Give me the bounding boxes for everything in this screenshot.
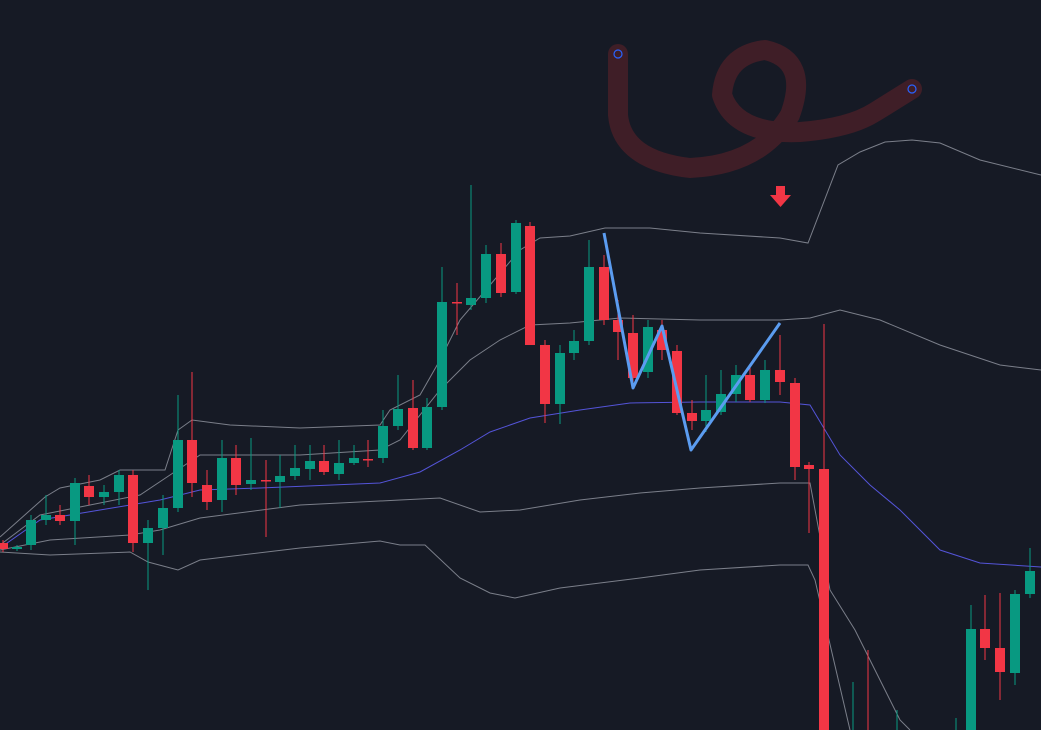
candle-body <box>70 483 80 521</box>
candle-body <box>1025 571 1035 594</box>
candle-body <box>363 459 373 461</box>
candle-body <box>760 370 770 400</box>
candle-body <box>643 327 653 372</box>
down-arrow-marker[interactable] <box>770 186 791 207</box>
band-line <box>0 139 1041 538</box>
band-line <box>0 540 851 730</box>
candle-body <box>555 353 565 404</box>
candle-body <box>701 410 711 421</box>
candle-body <box>599 267 609 320</box>
candle-body <box>187 440 197 483</box>
band-line <box>0 309 1041 546</box>
candle-body <box>143 528 153 543</box>
candle-body <box>305 461 315 469</box>
candle-body <box>657 330 667 350</box>
candle-body <box>114 475 124 492</box>
candle-body <box>349 458 359 463</box>
candle-body <box>584 267 594 341</box>
band-line <box>0 401 1041 568</box>
candle-body <box>804 465 814 469</box>
candle-body <box>158 508 168 528</box>
candle-body <box>231 458 241 485</box>
candle-body <box>55 515 65 521</box>
candle-body <box>217 458 227 500</box>
candle-body <box>275 476 285 482</box>
candle-body <box>481 254 491 298</box>
candle-body <box>1010 594 1020 673</box>
candle-body <box>393 409 403 426</box>
candle-body <box>525 226 535 345</box>
candle-body <box>819 469 829 730</box>
candle-body <box>452 302 462 304</box>
candle-body <box>41 515 51 520</box>
candle-body <box>422 407 432 448</box>
candle-body <box>202 485 212 502</box>
candle-body <box>12 547 22 549</box>
candle-body <box>687 413 697 421</box>
candle-body <box>745 375 755 400</box>
candle-body <box>408 408 418 448</box>
candle-body <box>290 468 300 476</box>
candle-body <box>84 486 94 497</box>
candle-body <box>716 394 726 412</box>
candle-body <box>319 461 329 472</box>
candle-body <box>246 480 256 484</box>
candle-body <box>613 320 623 332</box>
candle-body <box>966 629 976 730</box>
candle-body <box>628 333 638 378</box>
candle-body <box>99 492 109 497</box>
candle-body <box>790 383 800 467</box>
candle-body <box>496 254 506 293</box>
candle-body <box>378 426 388 458</box>
zigzag-drawing[interactable] <box>602 232 782 452</box>
candle-body <box>511 223 521 292</box>
candle-body <box>540 345 550 404</box>
candle-body <box>26 520 36 545</box>
candle-body <box>672 351 682 413</box>
candle-body <box>0 543 8 549</box>
candle-body <box>437 302 447 407</box>
candle-body <box>334 463 344 474</box>
candle-body <box>980 629 990 648</box>
candle-body <box>569 341 579 353</box>
candles <box>0 185 1035 730</box>
drawing-handle[interactable] <box>907 84 917 94</box>
candle-body <box>261 480 271 482</box>
brush-drawing[interactable] <box>608 40 922 178</box>
candle-body <box>128 475 138 543</box>
candle-body <box>995 648 1005 672</box>
drawing-handle[interactable] <box>613 49 623 59</box>
candle-body <box>775 370 785 382</box>
candle-body <box>173 440 183 508</box>
candle-body <box>466 298 476 305</box>
